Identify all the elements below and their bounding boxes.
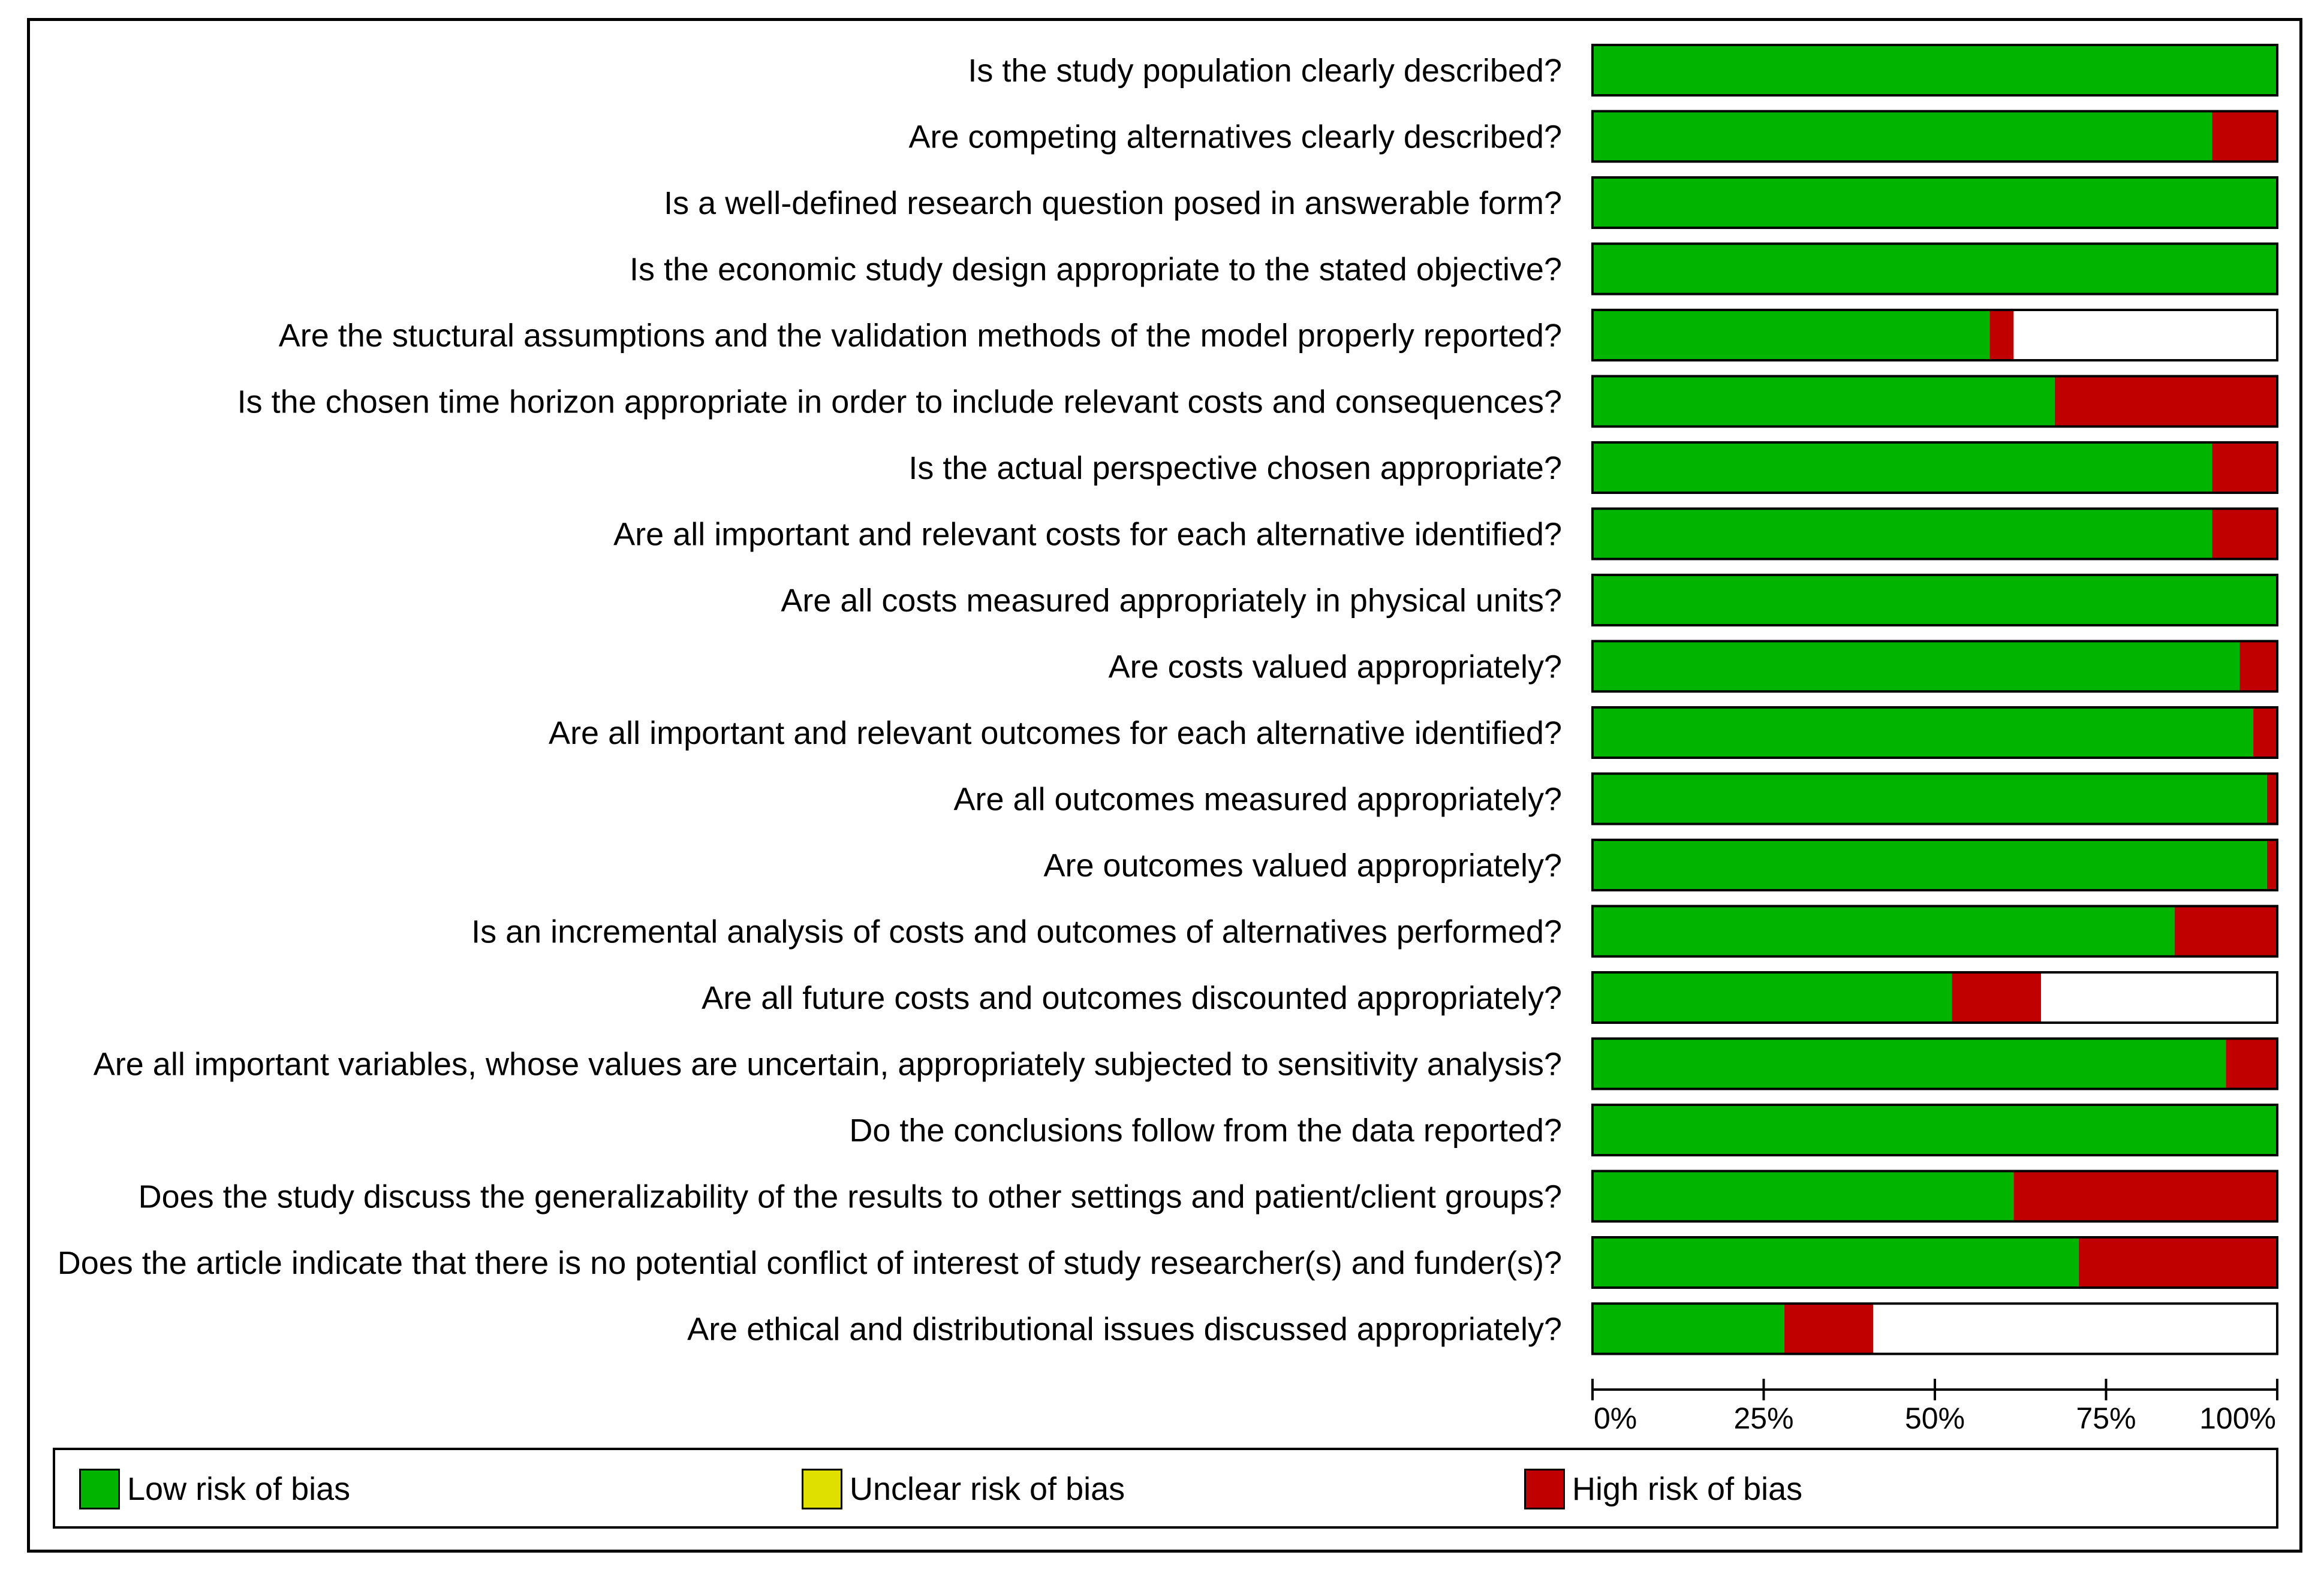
bar-outline [1591,1302,2278,1355]
bar-outline [1591,242,2278,296]
question-label: Are all costs measured appropriately in … [781,583,1562,619]
bar-segment-low [1593,773,2267,824]
bar-segment-high [2212,111,2277,162]
bar-segment-high [2013,1171,2277,1222]
bar-segment-low [1593,442,2212,493]
bar-segment-high [2174,906,2277,957]
bar-outline [1591,507,2278,561]
bar-segment-low [1593,177,2277,228]
x-tick-label: 75% [2076,1402,2136,1435]
bar-segment-low [1593,1038,2226,1089]
x-tick-label: 100% [2199,1402,2276,1435]
bar-segment-low [1593,1237,2079,1288]
bar-segment-low [1593,243,2277,294]
bar-outline [1591,375,2278,428]
question-label: Is an incremental analysis of costs and … [471,914,1562,950]
bar-segment-low [1593,508,2212,559]
question-label: Are ethical and distributional issues di… [687,1312,1562,1348]
bar-outline [1591,640,2278,693]
bar-segment-high [1952,972,2042,1023]
legend-item-high: High risk of bias [1524,1468,1802,1510]
question-label: Are competing alternatives clearly descr… [908,119,1562,155]
question-label: Are all important variables, whose value… [94,1047,1562,1083]
bar-segment-low [1593,840,2267,890]
bar-outline [1591,1104,2278,1156]
bar-segment-low [1593,641,2240,692]
bar-outline [1591,44,2278,97]
x-tick-label: 25% [1733,1402,1793,1435]
bar-segment-high [2078,1237,2277,1288]
bar-outline [1591,574,2278,626]
question-label: Are all important and relevant outcomes … [549,715,1562,751]
question-label: Is the chosen time horizon appropriate i… [237,384,1562,420]
question-label: Are outcomes valued appropriately? [1043,848,1562,884]
bar-segment-low [1593,707,2254,758]
bar-outline [1591,706,2278,759]
legend-swatch-low [79,1469,120,1509]
bar-segment-high [1784,1303,1874,1354]
question-label: Are all important and relevant costs for… [613,517,1562,553]
legend-swatch-unclear [802,1469,842,1509]
bar-outline [1591,772,2278,825]
bar-segment-low [1593,972,1952,1023]
legend-label-unclear: Unclear risk of bias [850,1471,1125,1507]
bar-segment-high [2266,840,2277,890]
question-label: Are costs valued appropriately? [1109,649,1562,685]
bar-segment-low [1593,1105,2277,1155]
bar-outline [1591,441,2278,494]
bar-segment-high [2212,508,2277,559]
bar-segment-low [1593,1171,2014,1222]
bar-segment-low [1593,575,2277,625]
x-tick-label: 0% [1594,1402,1637,1435]
legend-label-low: Low risk of bias [127,1471,351,1507]
bar-segment-low [1593,111,2212,162]
question-label: Is the actual perspective chosen appropr… [908,450,1562,486]
question-label: Is a well-defined research question pose… [664,185,1562,221]
question-label: Are all future costs and outcomes discou… [702,980,1562,1016]
bar-segment-high [2226,1038,2277,1089]
bar-outline [1591,1037,2278,1090]
bar-segment-low [1593,310,1990,360]
legend: Low risk of bias Unclear risk of bias Hi… [53,1448,2278,1529]
bar-outline [1591,176,2278,229]
bar-segment-low [1593,1303,1784,1354]
question-label: Are the stuctural assumptions and the va… [279,318,1562,354]
question-label: Do the conclusions follow from the data … [849,1113,1562,1149]
legend-item-unclear: Unclear risk of bias [802,1468,1125,1510]
bar-outline [1591,839,2278,891]
bar-outline [1591,309,2278,361]
bar-segment-high [1989,310,2014,360]
x-tick-label: 50% [1905,1402,1965,1435]
question-label: Is the study population clearly describe… [968,53,1562,89]
question-label: Is the economic study design appropriate… [630,252,1562,288]
bar-segment-low [1593,906,2175,957]
bar-outline [1591,905,2278,958]
bar-segment-low [1593,45,2277,95]
bar-outline [1591,1170,2278,1223]
bar-segment-high [2266,773,2277,824]
legend-item-low: Low risk of bias [79,1468,350,1510]
legend-label-high: High risk of bias [1572,1471,1803,1507]
bar-outline [1591,110,2278,163]
bar-outline [1591,1236,2278,1289]
legend-swatch-high [1524,1469,1565,1509]
bar-outline [1591,971,2278,1024]
bar-segment-high [2253,707,2277,758]
bar-segment-high [2212,442,2277,493]
question-label: Are all outcomes measured appropriately? [953,782,1562,818]
bar-segment-high [2239,641,2277,692]
risk-of-bias-chart: Is the study population clearly describe… [58,44,2278,1435]
question-label: Does the article indicate that there is … [58,1245,1562,1281]
bar-segment-low [1593,376,2055,427]
question-label: Does the study discuss the generalizabil… [139,1179,1562,1215]
bar-segment-high [2054,376,2277,427]
